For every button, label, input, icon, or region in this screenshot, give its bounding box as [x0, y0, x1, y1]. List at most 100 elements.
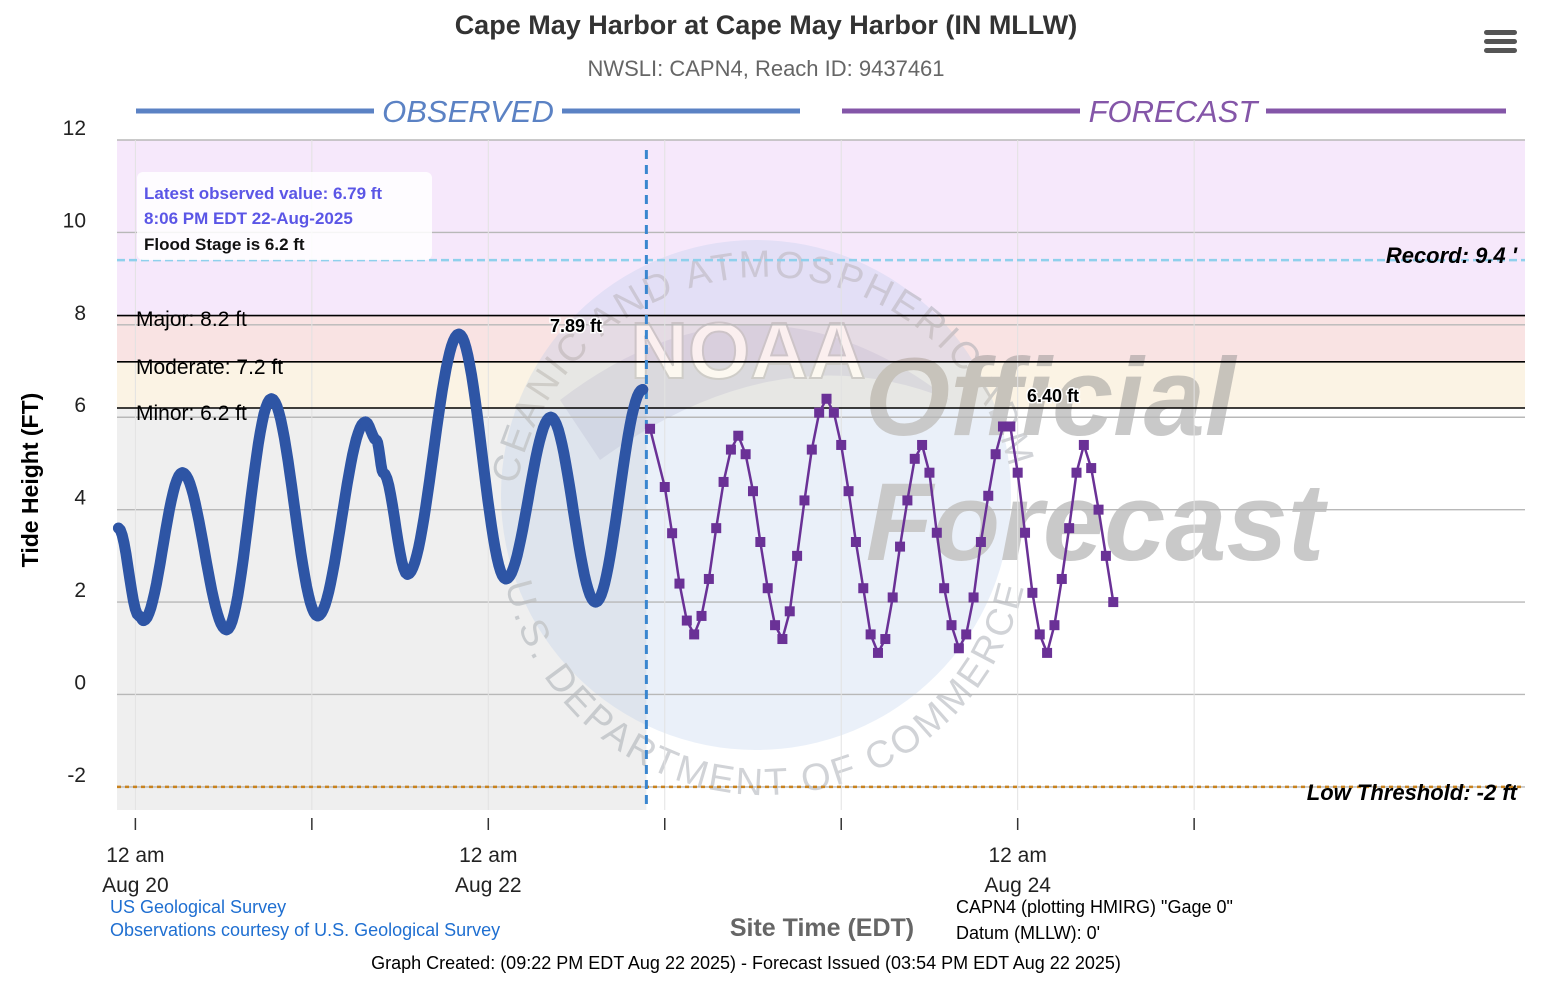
forecast-marker — [1049, 620, 1060, 631]
forecast-marker — [1064, 523, 1075, 534]
datum-text: Datum (MLLW): 0' — [956, 923, 1100, 943]
major-stage-label: Major: 8.2 ft — [136, 308, 247, 331]
forecast-marker — [990, 449, 1001, 460]
forecast-marker — [872, 647, 883, 658]
forecast-marker — [747, 486, 758, 497]
forecast-marker — [799, 495, 810, 506]
forecast-marker — [1056, 573, 1067, 584]
y-tick-label: 10 — [63, 209, 86, 232]
forecast-marker — [1020, 527, 1031, 538]
x-tick-label: 12 am — [459, 844, 517, 867]
forecast-marker — [1100, 550, 1111, 561]
forecast-marker — [1093, 504, 1104, 515]
observed-point — [137, 615, 149, 627]
y-tick-label: 4 — [74, 487, 86, 510]
x-tick-date-label: Aug 20 — [102, 874, 169, 897]
chart-title: Cape May Harbor at Cape May Harbor (IN M… — [455, 10, 1078, 40]
forecast-section-label: FORECAST — [1089, 94, 1260, 129]
flood-stage-text: Flood Stage is 6.2 ft — [144, 235, 305, 254]
forecast-peak-label: 6.40 ft — [1027, 386, 1079, 406]
usgs-credit-link[interactable]: Observations courtesy of U.S. Geological… — [110, 920, 500, 940]
y-axis-ticks: 12 10 8 6 4 2 0 -2 — [63, 117, 87, 787]
forecast-marker — [1078, 439, 1089, 450]
forecast-marker — [1108, 597, 1119, 608]
x-tick-label: 12 am — [106, 844, 164, 867]
forecast-marker — [865, 629, 876, 640]
x-tick-date-label: Aug 24 — [984, 874, 1051, 897]
latest-value-info-box: Latest observed value: 6.79 ft 8:06 PM E… — [137, 172, 432, 260]
forecast-marker — [784, 606, 795, 617]
forecast-marker — [674, 578, 685, 589]
forecast-marker — [858, 583, 869, 594]
forecast-marker — [821, 393, 832, 404]
low-threshold-label: Low Threshold: -2 ft — [1307, 780, 1519, 805]
observed-point — [312, 610, 324, 622]
forecast-marker — [762, 583, 773, 594]
y-axis-title: Tide Height (FT) — [17, 393, 43, 568]
observed-point — [221, 624, 233, 636]
forecast-marker — [968, 592, 979, 603]
forecast-marker — [895, 541, 906, 552]
forecast-marker — [740, 449, 751, 460]
x-tick-label: 12 am — [988, 844, 1046, 867]
forecast-marker — [755, 537, 766, 547]
observed-point — [500, 573, 512, 585]
forecast-marker — [681, 615, 692, 626]
forecast-marker — [1071, 467, 1082, 478]
forecast-marker — [850, 537, 861, 547]
forecast-marker — [703, 573, 714, 584]
y-tick-label: 0 — [74, 671, 86, 694]
observed-point — [545, 411, 557, 423]
hamburger-menu-icon[interactable] — [1476, 22, 1524, 60]
forecast-marker — [1042, 647, 1053, 658]
observed-series — [112, 328, 649, 636]
observed-point — [401, 568, 413, 580]
forecast-series — [645, 393, 1119, 658]
x-axis-ticks: 12 am Aug 20 12 am Aug 22 12 am Aug 24 — [102, 818, 1195, 897]
observed-point — [371, 434, 383, 446]
forecast-marker — [718, 476, 729, 487]
observed-point — [637, 384, 649, 396]
observed-peak-label: 7.89 ft — [550, 316, 602, 336]
observed-point — [590, 596, 602, 608]
major-band — [117, 260, 1525, 316]
moderate-band — [117, 315, 1525, 362]
forecast-marker — [711, 523, 722, 534]
threshold-lines — [117, 258, 1525, 789]
forecast-marker — [931, 527, 942, 538]
forecast-marker — [1086, 463, 1097, 474]
graph-created-text: Graph Created: (09:22 PM EDT Aug 22 2025… — [371, 953, 1121, 973]
minor-band — [117, 361, 1525, 408]
forecast-watermark-text: Forecast — [866, 461, 1329, 584]
latest-time-text: 8:06 PM EDT 22-Aug-2025 — [144, 209, 353, 228]
usgs-link[interactable]: US Geological Survey — [110, 897, 286, 917]
observed-point — [112, 522, 124, 534]
forecast-marker — [792, 550, 803, 561]
plot-info-text: CAPN4 (plotting HMIRG) "Gage 0" — [956, 897, 1233, 917]
forecast-marker — [1012, 467, 1023, 478]
forecast-marker — [1027, 587, 1038, 598]
forecast-marker — [733, 430, 744, 441]
forecast-marker — [659, 482, 670, 493]
forecast-marker — [828, 407, 839, 418]
forecast-marker — [946, 620, 957, 631]
x-axis-title: Site Time (EDT) — [730, 914, 914, 942]
y-tick-label: 6 — [74, 394, 86, 417]
forecast-marker — [887, 592, 898, 603]
noaa-seal-bird — [560, 325, 950, 460]
forecast-marker — [814, 407, 825, 418]
y-tick-label: -2 — [67, 764, 86, 787]
forecast-marker — [997, 421, 1008, 432]
forecast-marker — [843, 486, 854, 497]
record-label: Record: 9.4 ' — [1386, 243, 1518, 268]
forecast-marker — [917, 439, 928, 450]
forecast-marker — [770, 620, 781, 631]
observed-section-label: OBSERVED — [382, 94, 554, 129]
forecast-marker — [689, 629, 700, 640]
forecast-marker — [902, 495, 913, 506]
forecast-marker — [880, 634, 891, 645]
observed-point — [265, 393, 277, 405]
observed-point — [360, 416, 372, 428]
moderate-stage-label: Moderate: 7.2 ft — [136, 356, 283, 379]
forecast-marker — [975, 537, 986, 547]
